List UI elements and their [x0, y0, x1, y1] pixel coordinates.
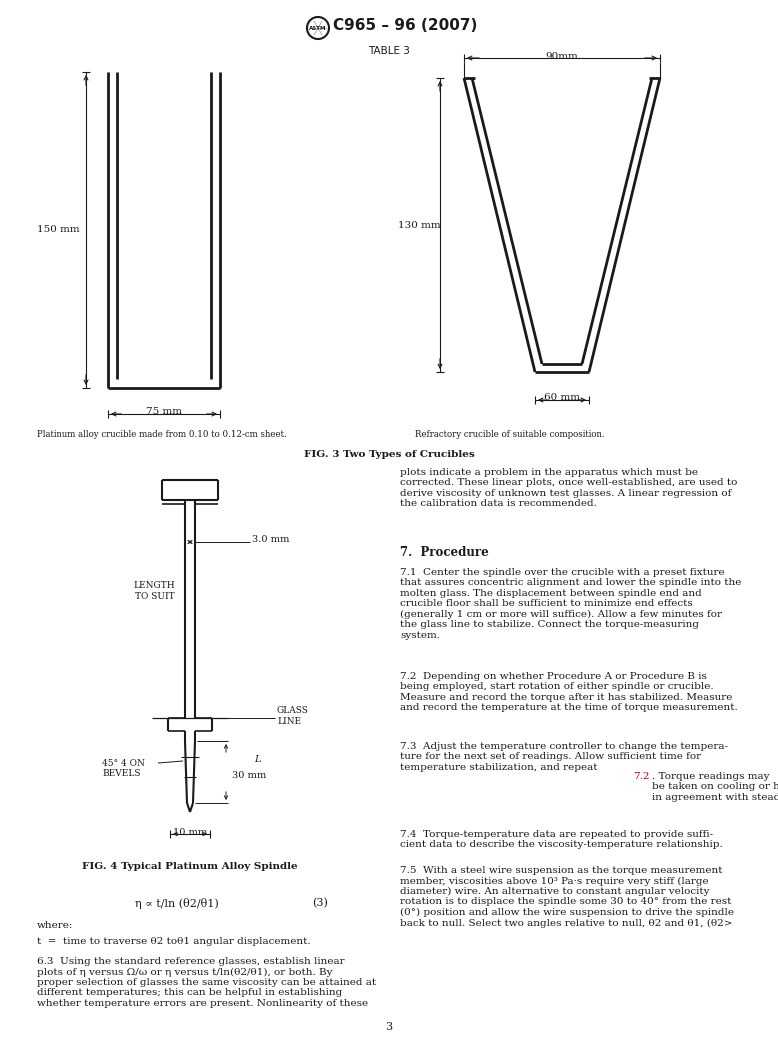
Text: (3): (3) [312, 898, 328, 909]
Text: 7.1  Center the spindle over the crucible with a preset fixture
that assures con: 7.1 Center the spindle over the crucible… [400, 568, 741, 639]
Text: . Torque readings may
be taken on cooling or heating providing that data so take: . Torque readings may be taken on coolin… [652, 772, 778, 802]
Text: Refractory crucible of suitable composition.: Refractory crucible of suitable composit… [415, 430, 605, 439]
Text: 90mm: 90mm [545, 52, 578, 61]
Text: 3.0 mm: 3.0 mm [252, 535, 289, 544]
Text: 6.3  Using the standard reference glasses, establish linear
plots of η versus Ω/: 6.3 Using the standard reference glasses… [37, 957, 376, 1008]
Text: 7.4  Torque-temperature data are repeated to provide suffi-
cient data to descri: 7.4 Torque-temperature data are repeated… [400, 830, 723, 849]
Text: 7.3  Adjust the temperature controller to change the tempera-
ture for the next : 7.3 Adjust the temperature controller to… [400, 742, 728, 771]
Text: 150 mm: 150 mm [37, 226, 79, 234]
Text: where:: where: [37, 921, 73, 930]
Text: 60 mm: 60 mm [544, 393, 580, 402]
Text: GLASS
LINE: GLASS LINE [277, 706, 309, 726]
Text: LENGTH
TO SUIT: LENGTH TO SUIT [133, 581, 175, 601]
Text: 3: 3 [385, 1022, 393, 1032]
Text: plots indicate a problem in the apparatus which must be
corrected. These linear : plots indicate a problem in the apparatu… [400, 468, 738, 508]
Text: TABLE 3: TABLE 3 [368, 46, 410, 56]
Text: FIG. 4 Typical Platinum Alloy Spindle: FIG. 4 Typical Platinum Alloy Spindle [82, 862, 298, 871]
Text: 75 mm: 75 mm [146, 407, 182, 416]
Text: ASTM: ASTM [309, 25, 327, 30]
Text: L: L [254, 756, 261, 764]
Text: 30 mm: 30 mm [232, 771, 266, 781]
Text: 7.2: 7.2 [633, 772, 650, 781]
Text: 7.5  With a steel wire suspension as the torque measurement
member, viscosities : 7.5 With a steel wire suspension as the … [400, 866, 734, 928]
Text: C965 – 96 (2007): C965 – 96 (2007) [333, 18, 478, 33]
Text: 130 mm: 130 mm [398, 221, 440, 229]
Text: Platinum alloy crucible made from 0.10 to 0.12-cm sheet.: Platinum alloy crucible made from 0.10 t… [37, 430, 287, 439]
Text: 7.2  Depending on whether Procedure A or Procedure B is
being employed, start ro: 7.2 Depending on whether Procedure A or … [400, 672, 738, 712]
Text: 7.  Procedure: 7. Procedure [400, 545, 489, 559]
Text: FIG. 3 Two Types of Crucibles: FIG. 3 Two Types of Crucibles [303, 450, 475, 459]
Text: η ∝ t/ln (θ2/θ1): η ∝ t/ln (θ2/θ1) [135, 898, 219, 909]
Text: t  =  time to traverse θ2 toθ1 angular displacement.: t = time to traverse θ2 toθ1 angular dis… [37, 937, 310, 946]
Text: 10 mm: 10 mm [173, 828, 207, 837]
Text: 45° 4 ON
BEVELS: 45° 4 ON BEVELS [102, 759, 145, 779]
